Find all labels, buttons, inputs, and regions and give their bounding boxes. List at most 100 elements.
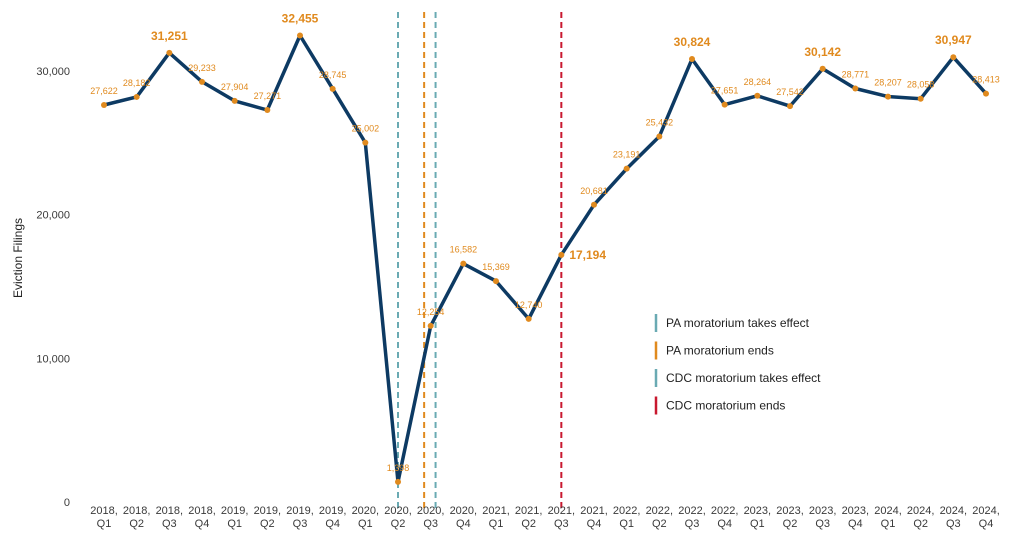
x-tick-label-quarter: Q2 <box>129 518 144 530</box>
data-label: 28,058 <box>907 80 935 90</box>
x-tick-label-year: 2018, <box>188 505 216 517</box>
x-tick-label-year: 2023, <box>842 505 870 517</box>
data-point <box>819 65 826 72</box>
data-point <box>852 85 859 92</box>
x-tick-label-quarter: Q4 <box>195 518 210 530</box>
x-tick-label-quarter: Q2 <box>521 518 536 530</box>
y-tick-label: 0 <box>64 497 70 509</box>
data-label: 28,745 <box>319 70 347 80</box>
x-tick-label-year: 2024, <box>972 505 1000 517</box>
x-tick-label-year: 2022, <box>646 505 674 517</box>
x-tick-label-quarter: Q4 <box>456 518 471 530</box>
data-point <box>623 165 630 172</box>
y-tick-label: 20,000 <box>36 210 70 222</box>
data-label: 16,582 <box>450 245 478 255</box>
series-line <box>103 33 988 484</box>
data-label: 27,622 <box>90 86 118 96</box>
x-tick-label-quarter: Q3 <box>815 518 830 530</box>
data-label: 15,369 <box>482 262 510 272</box>
data-label: 29,233 <box>188 63 216 73</box>
x-tick-label-year: 2023, <box>809 505 837 517</box>
data-point <box>395 478 401 485</box>
x-tick-label-quarter: Q1 <box>489 518 504 530</box>
x-tick-label-quarter: Q4 <box>979 518 994 530</box>
x-tick-label-year: 2019, <box>254 505 282 517</box>
x-tick-label-year: 2018, <box>123 505 151 517</box>
data-label: 1,398 <box>387 463 410 473</box>
data-label: 28,771 <box>842 69 870 79</box>
data-point <box>493 278 499 285</box>
x-tick-label-quarter: Q1 <box>97 518 112 530</box>
x-tick-label-quarter: Q2 <box>652 518 667 530</box>
data-point <box>133 93 140 100</box>
data-label: 28,264 <box>744 77 772 87</box>
data-label: 28,413 <box>972 75 1000 85</box>
x-tick-label-year: 2020, <box>352 505 380 517</box>
x-tick-label-year: 2020, <box>417 505 445 517</box>
x-tick-label-year: 2019, <box>319 505 347 517</box>
data-label: 12,740 <box>515 300 543 310</box>
x-tick-label-year: 2023, <box>744 505 772 517</box>
data-labels: 27,622 28,182 31,251 29,233 27,904 27,271 32,4… <box>90 12 1000 473</box>
data-point <box>656 133 663 140</box>
x-tick-label-quarter: Q3 <box>685 518 700 530</box>
x-tick-label-quarter: Q3 <box>946 518 961 530</box>
data-label: 27,542 <box>776 87 804 97</box>
data-point <box>885 93 891 100</box>
data-label: 27,651 <box>711 86 739 96</box>
legend-label: CDC moratorium takes effect <box>666 371 821 385</box>
y-tick-label: 30,000 <box>36 66 70 78</box>
y-axis-title: Eviction Filings <box>11 218 25 298</box>
data-point <box>787 103 793 110</box>
legend-label: PA moratorium ends <box>666 344 774 358</box>
data-label: 28,182 <box>123 78 151 88</box>
data-label: 17,194 <box>569 248 606 262</box>
x-tick-label-quarter: Q3 <box>162 518 177 530</box>
data-point <box>689 55 695 62</box>
y-axis-ticks: 0 10,000 20,000 30,000 <box>36 66 70 509</box>
x-tick-label-quarter: Q2 <box>783 518 798 530</box>
y-tick-label: 10,000 <box>36 353 70 365</box>
x-tick-label-quarter: Q3 <box>423 518 438 530</box>
x-tick-label-year: 2021, <box>580 505 608 517</box>
x-tick-label-quarter: Q1 <box>881 518 896 530</box>
data-point <box>199 78 205 85</box>
data-label: 27,271 <box>254 91 282 101</box>
data-point <box>297 32 303 39</box>
x-tick-label-year: 2021, <box>482 505 510 517</box>
x-tick-label-year: 2020, <box>450 505 478 517</box>
legend: PA moratorium takes effect PA moratorium … <box>654 314 821 415</box>
data-label: 23,191 <box>613 150 641 160</box>
data-label: 30,947 <box>935 33 972 47</box>
x-tick-label-year: 2019, <box>286 505 314 517</box>
x-tick-label-quarter: Q4 <box>717 518 732 530</box>
data-point <box>917 95 924 102</box>
x-tick-label-year: 2021, <box>548 505 576 517</box>
x-tick-label-year: 2024, <box>874 505 902 517</box>
x-tick-label-quarter: Q3 <box>293 518 308 530</box>
data-point <box>329 85 336 92</box>
x-tick-label-year: 2024, <box>907 505 935 517</box>
data-point <box>721 101 728 108</box>
data-point <box>591 201 597 208</box>
x-tick-label-quarter: Q2 <box>913 518 928 530</box>
x-tick-label-year: 2018, <box>90 505 118 517</box>
data-point <box>754 92 761 99</box>
reference-lines <box>397 12 563 508</box>
x-tick-label-year: 2021, <box>515 505 543 517</box>
data-point <box>166 49 173 56</box>
x-tick-label-year: 2023, <box>776 505 804 517</box>
data-label: 25,432 <box>646 117 674 127</box>
x-tick-label-year: 2020, <box>384 505 412 517</box>
data-point <box>264 107 271 114</box>
x-tick-label-quarter: Q1 <box>619 518 634 530</box>
data-point <box>558 251 565 258</box>
data-point <box>983 90 989 97</box>
x-tick-label-quarter: Q1 <box>358 518 373 530</box>
x-tick-label-quarter: Q2 <box>260 518 275 530</box>
x-tick-label-year: 2019, <box>221 505 249 517</box>
x-tick-label-quarter: Q1 <box>750 518 765 530</box>
data-label: 31,251 <box>151 29 188 43</box>
data-point <box>427 322 434 329</box>
